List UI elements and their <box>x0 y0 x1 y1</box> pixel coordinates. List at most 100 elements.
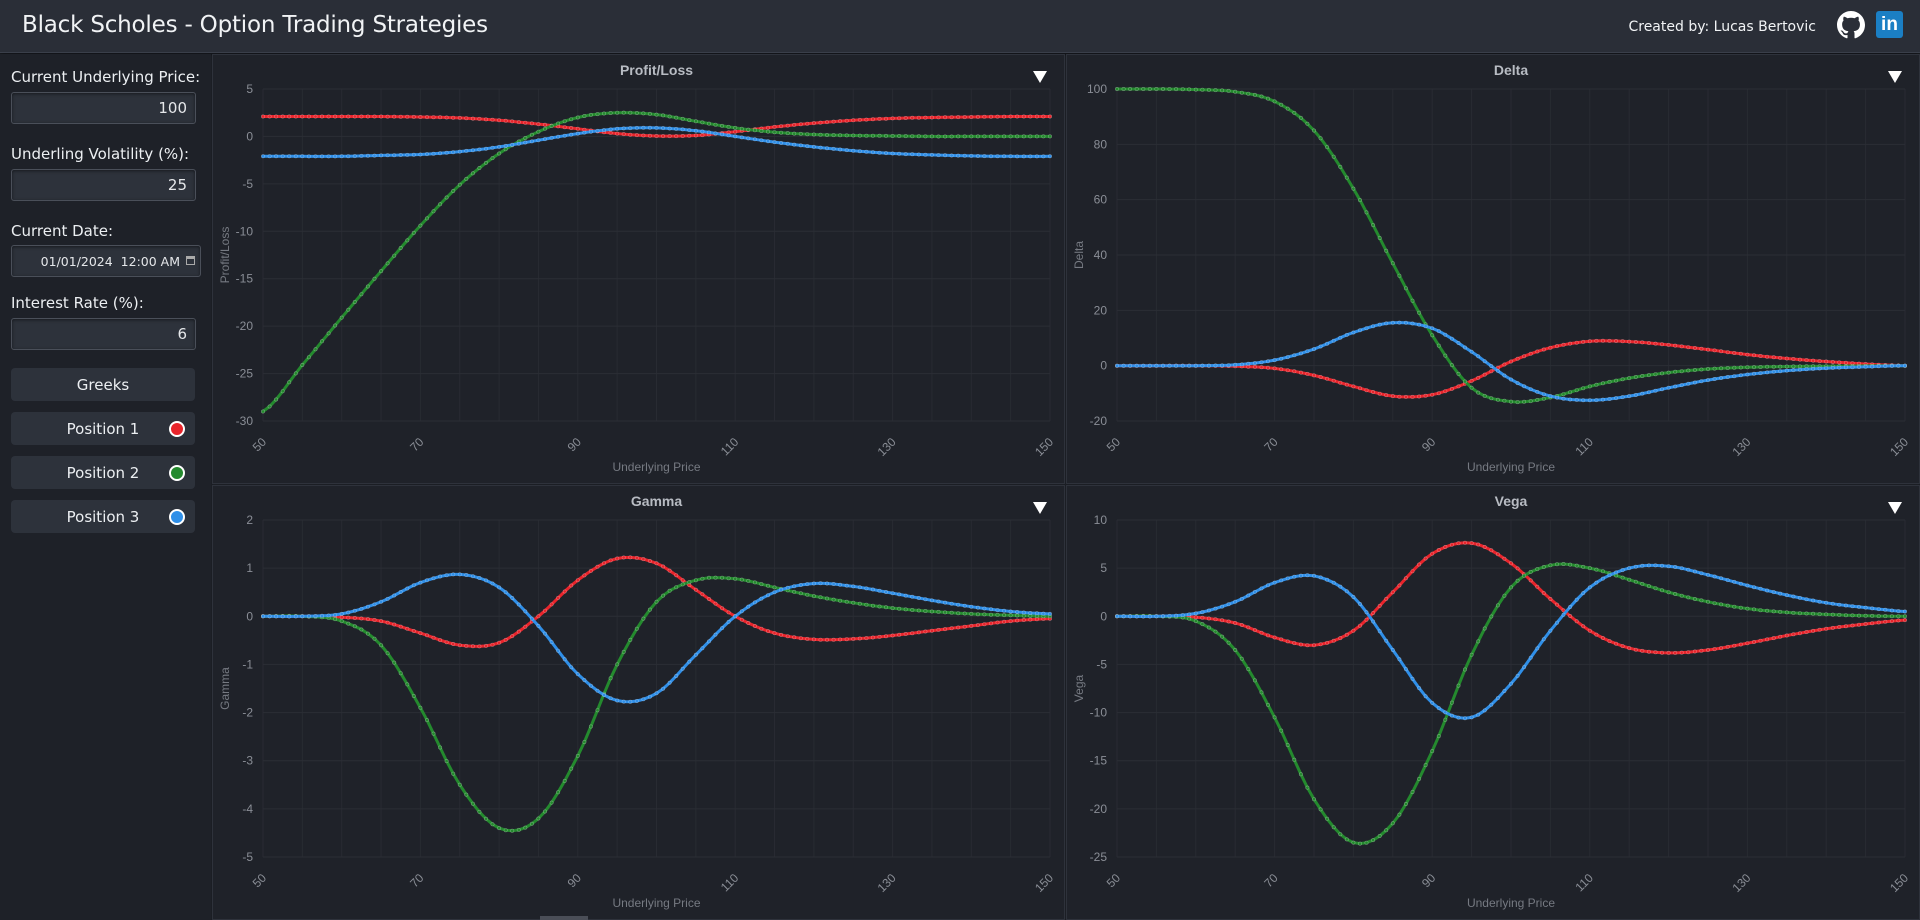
position-2-button[interactable]: Position 2 <box>11 456 195 489</box>
profit-loss-series-1-point <box>988 114 993 119</box>
vega-series-2-point <box>1462 667 1467 672</box>
profit-loss-series-3-point <box>975 154 980 159</box>
gamma-series-3-point <box>943 600 948 605</box>
gamma-series-1-point <box>857 636 862 641</box>
delta-series-1-point <box>1338 380 1343 385</box>
delta-series-1-point <box>1541 347 1546 352</box>
horizontal-scrollbar[interactable] <box>540 916 588 920</box>
delta-series-2-point <box>1357 198 1362 203</box>
delta-series-1-point <box>1390 394 1395 399</box>
gamma-series-3-point <box>595 688 600 693</box>
delta-series-1-point <box>1528 351 1533 356</box>
profit-loss-series-3-point <box>510 142 515 147</box>
gamma-series-3-point <box>438 574 443 579</box>
profit-loss-series-2-point <box>333 323 338 328</box>
profit-loss-series-2-point <box>405 238 410 243</box>
vega-series-1-point <box>1266 633 1271 638</box>
gamma-series-2-point <box>680 582 685 587</box>
delta-dropdown-arrow[interactable] <box>1888 71 1902 83</box>
greeks-button[interactable]: Greeks <box>11 368 195 401</box>
delta-series-3-point <box>1147 363 1152 368</box>
delta-x-tick-label: 50 <box>1104 435 1124 455</box>
delta-series-2-point <box>1659 371 1664 376</box>
vega-series-3-point <box>1883 607 1888 612</box>
gamma-series-2-point <box>929 609 934 614</box>
profit-loss-series-1-point <box>418 114 423 119</box>
position-1-button[interactable]: Position 1 <box>11 412 195 445</box>
delta-series-1-point <box>1751 353 1756 358</box>
profit-loss-series-1-point <box>569 126 574 131</box>
gamma-series-2-point <box>510 828 515 833</box>
profit-loss-dropdown-arrow[interactable] <box>1033 71 1047 83</box>
gamma-series-1-point <box>457 643 462 648</box>
current-date-value: 01/01/2024 12:00 AM <box>40 254 180 269</box>
gamma-series-2-point <box>536 816 541 821</box>
profit-loss-series-2-point <box>306 355 311 360</box>
vega-series-3-point <box>1725 578 1730 583</box>
calendar-icon[interactable] <box>186 256 195 265</box>
vega-dropdown-arrow[interactable] <box>1888 502 1902 514</box>
gamma-series-3-point <box>680 666 685 671</box>
delta-series-2-point <box>1417 310 1422 315</box>
delta-series-3-point <box>1830 365 1835 370</box>
profit-loss-series-3-point <box>969 153 974 158</box>
vega-y-tick-label: 10 <box>1094 513 1108 527</box>
vega-series-1-point <box>1837 625 1842 630</box>
profit-loss-series-1-point <box>641 133 646 138</box>
profit-loss-series-1-point <box>352 114 357 119</box>
github-icon[interactable] <box>1837 11 1865 39</box>
profit-loss-series-2-point <box>470 171 475 176</box>
profit-loss-series-3-point <box>890 151 895 156</box>
gamma-series-2-point <box>542 809 547 814</box>
delta-series-2-point <box>1318 136 1323 141</box>
gamma-series-1-point <box>759 626 764 631</box>
delta-series-2-point <box>1778 364 1783 369</box>
delta-y-tick-label: 100 <box>1087 82 1107 96</box>
linkedin-icon[interactable]: in <box>1876 11 1903 38</box>
gamma-series-2-point <box>621 649 626 654</box>
vega-series-2-point <box>1738 605 1743 610</box>
vega-series-3-point <box>1791 594 1796 599</box>
profit-loss-series-3-point <box>490 145 495 150</box>
gamma-series-3-point <box>274 614 279 619</box>
gamma-series-3-point <box>601 693 606 698</box>
profit-loss-series-2-point <box>431 209 436 214</box>
vega-series-2-point <box>1292 757 1297 762</box>
delta-series-1-point <box>1646 340 1651 345</box>
gamma-series-3-point <box>720 626 725 631</box>
gamma-series-1-point <box>706 597 711 602</box>
profit-loss-series-1-point <box>916 115 921 120</box>
delta-series-2-point <box>1699 367 1704 372</box>
profit-loss-x-tick-label: 110 <box>718 435 742 459</box>
gamma-dropdown-arrow[interactable] <box>1033 502 1047 514</box>
vega-series-2-point <box>1732 604 1737 609</box>
gamma-series-1-point <box>392 622 397 627</box>
volatility-label: Underling Volatility (%): <box>11 145 190 163</box>
profit-loss-series-3-point <box>916 152 921 157</box>
profit-loss-series-3-point <box>280 154 285 159</box>
profit-loss-series-2-point <box>897 134 902 139</box>
current-date-input[interactable]: 01/01/2024 12:00 AM <box>11 245 201 277</box>
volatility-input[interactable]: 25 <box>11 169 196 201</box>
gamma-series-1-point <box>949 626 954 631</box>
delta-x-tick-label: 130 <box>1729 435 1753 459</box>
gamma-series-3-point <box>949 601 954 606</box>
profit-loss-series-3-point <box>1002 154 1007 159</box>
delta-series-3-point <box>1449 336 1454 341</box>
delta-series-3-point <box>1666 385 1671 390</box>
position-3-button[interactable]: Position 3 <box>11 500 195 533</box>
profit-loss-series-3-point <box>680 127 685 132</box>
underlying-price-input[interactable]: 100 <box>11 92 196 124</box>
interest-rate-input[interactable]: 6 <box>11 318 196 350</box>
profit-loss-series-1-point <box>470 116 475 121</box>
gamma-series-1-point <box>490 642 495 647</box>
vega-series-2-point <box>1659 588 1664 593</box>
profit-loss-series-3-point <box>549 135 554 140</box>
delta-series-2-point <box>1259 94 1264 99</box>
delta-series-3-point <box>1850 365 1855 370</box>
vega-series-3-point <box>1371 619 1376 624</box>
profit-loss-series-2-point <box>851 133 856 138</box>
profit-loss-series-3-point <box>425 152 430 157</box>
profit-loss-series-1-point <box>529 121 534 126</box>
profit-loss-series-3-point <box>1028 154 1033 159</box>
